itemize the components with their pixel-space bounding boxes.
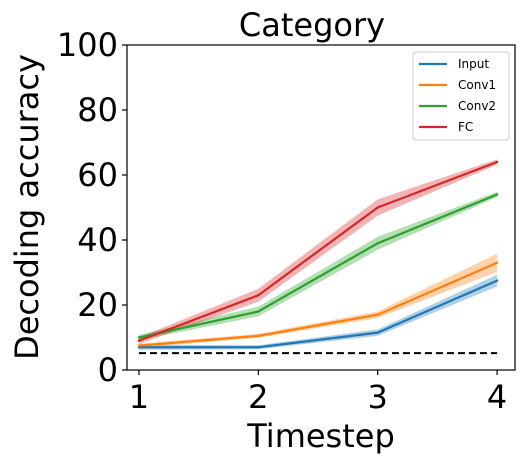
series-lines xyxy=(137,160,499,349)
legend: Input Conv1 Conv2 FC xyxy=(412,51,510,141)
line-input xyxy=(138,279,498,349)
y-axis-label: Decoding accuracy xyxy=(8,54,46,360)
point-conv2-2 xyxy=(257,310,260,313)
x-tick-label-1: 1 xyxy=(129,378,149,416)
point-input-2 xyxy=(257,346,260,349)
y-tick-label-40: 40 xyxy=(77,221,118,259)
point-conv2-4 xyxy=(495,193,499,196)
point-conv1-1 xyxy=(137,344,141,347)
y-axis-ticks: 0 20 40 60 80 100 xyxy=(57,26,127,389)
x-axis-ticks: 1 2 3 4 xyxy=(129,370,507,416)
y-tick-label-20: 20 xyxy=(77,286,118,324)
chart-title: Category xyxy=(239,6,385,44)
x-tick-label-3: 3 xyxy=(368,378,388,416)
point-fc-2 xyxy=(257,294,260,297)
point-input-3 xyxy=(376,331,379,334)
point-conv1-2 xyxy=(257,334,260,338)
line-conv2 xyxy=(138,193,498,339)
band-conv2 xyxy=(138,191,498,341)
point-conv1-4 xyxy=(495,261,499,264)
point-fc-4 xyxy=(495,160,499,164)
y-tick-label-0: 0 xyxy=(98,351,118,389)
x-tick-label-4: 4 xyxy=(487,378,507,416)
x-axis-label: Timestep xyxy=(246,417,395,455)
y-tick-label-80: 80 xyxy=(77,91,118,129)
y-tick-label-100: 100 xyxy=(57,26,118,64)
legend-label-fc: FC xyxy=(458,120,473,134)
point-conv2-3 xyxy=(376,242,379,245)
legend-box xyxy=(412,51,510,141)
line-fc xyxy=(138,160,498,342)
plot-frame xyxy=(126,44,516,371)
y-tick-label-60: 60 xyxy=(77,156,118,194)
point-fc-1 xyxy=(137,339,141,342)
legend-label-conv2: Conv2 xyxy=(458,99,496,113)
point-conv2-1 xyxy=(137,336,141,339)
point-fc-3 xyxy=(376,206,379,209)
legend-label-input: Input xyxy=(458,57,489,71)
legend-label-conv1: Conv1 xyxy=(458,78,496,92)
point-input-4 xyxy=(495,279,499,282)
line-conv1 xyxy=(138,261,498,347)
point-conv1-3 xyxy=(376,313,379,316)
x-tick-label-2: 2 xyxy=(248,378,268,416)
